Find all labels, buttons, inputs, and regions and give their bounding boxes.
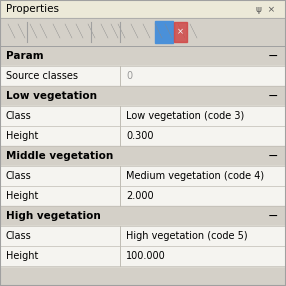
- Bar: [0, 126, 286, 146]
- Text: ψ  ×: ψ ×: [256, 5, 275, 13]
- Text: Middle vegetation: Middle vegetation: [6, 151, 113, 161]
- Bar: [0, 66, 286, 86]
- Text: Source classes: Source classes: [6, 71, 78, 81]
- Text: Class: Class: [6, 231, 32, 241]
- Text: Param: Param: [6, 51, 44, 61]
- Bar: [0, 46, 286, 66]
- Bar: [0, 106, 286, 126]
- Text: Medium vegetation (code 4): Medium vegetation (code 4): [126, 171, 264, 181]
- Bar: [174, 22, 187, 42]
- Text: Height: Height: [6, 251, 38, 261]
- Bar: [0, 18, 286, 46]
- Bar: [0, 186, 286, 206]
- Text: High vegetation: High vegetation: [6, 211, 101, 221]
- Text: −: −: [267, 49, 278, 63]
- Text: −: −: [267, 90, 278, 102]
- Bar: [0, 226, 286, 246]
- Bar: [0, 0, 286, 18]
- Text: 0: 0: [126, 71, 132, 81]
- Bar: [0, 206, 286, 226]
- Text: Properties: Properties: [6, 4, 59, 14]
- Text: 2.000: 2.000: [126, 191, 154, 201]
- Text: High vegetation (code 5): High vegetation (code 5): [126, 231, 248, 241]
- Text: Class: Class: [6, 111, 32, 121]
- Text: Height: Height: [6, 191, 38, 201]
- Bar: [0, 166, 286, 186]
- Bar: [0, 146, 286, 166]
- Text: Low vegetation (code 3): Low vegetation (code 3): [126, 111, 244, 121]
- Text: Class: Class: [6, 171, 32, 181]
- Text: ×: ×: [176, 27, 184, 37]
- Bar: [0, 246, 286, 266]
- Bar: [155, 21, 173, 43]
- Text: Low vegetation: Low vegetation: [6, 91, 97, 101]
- Bar: [0, 86, 286, 106]
- Text: −: −: [267, 150, 278, 162]
- Text: 100.000: 100.000: [126, 251, 166, 261]
- Text: 0.300: 0.300: [126, 131, 154, 141]
- Text: Height: Height: [6, 131, 38, 141]
- Text: −: −: [267, 210, 278, 223]
